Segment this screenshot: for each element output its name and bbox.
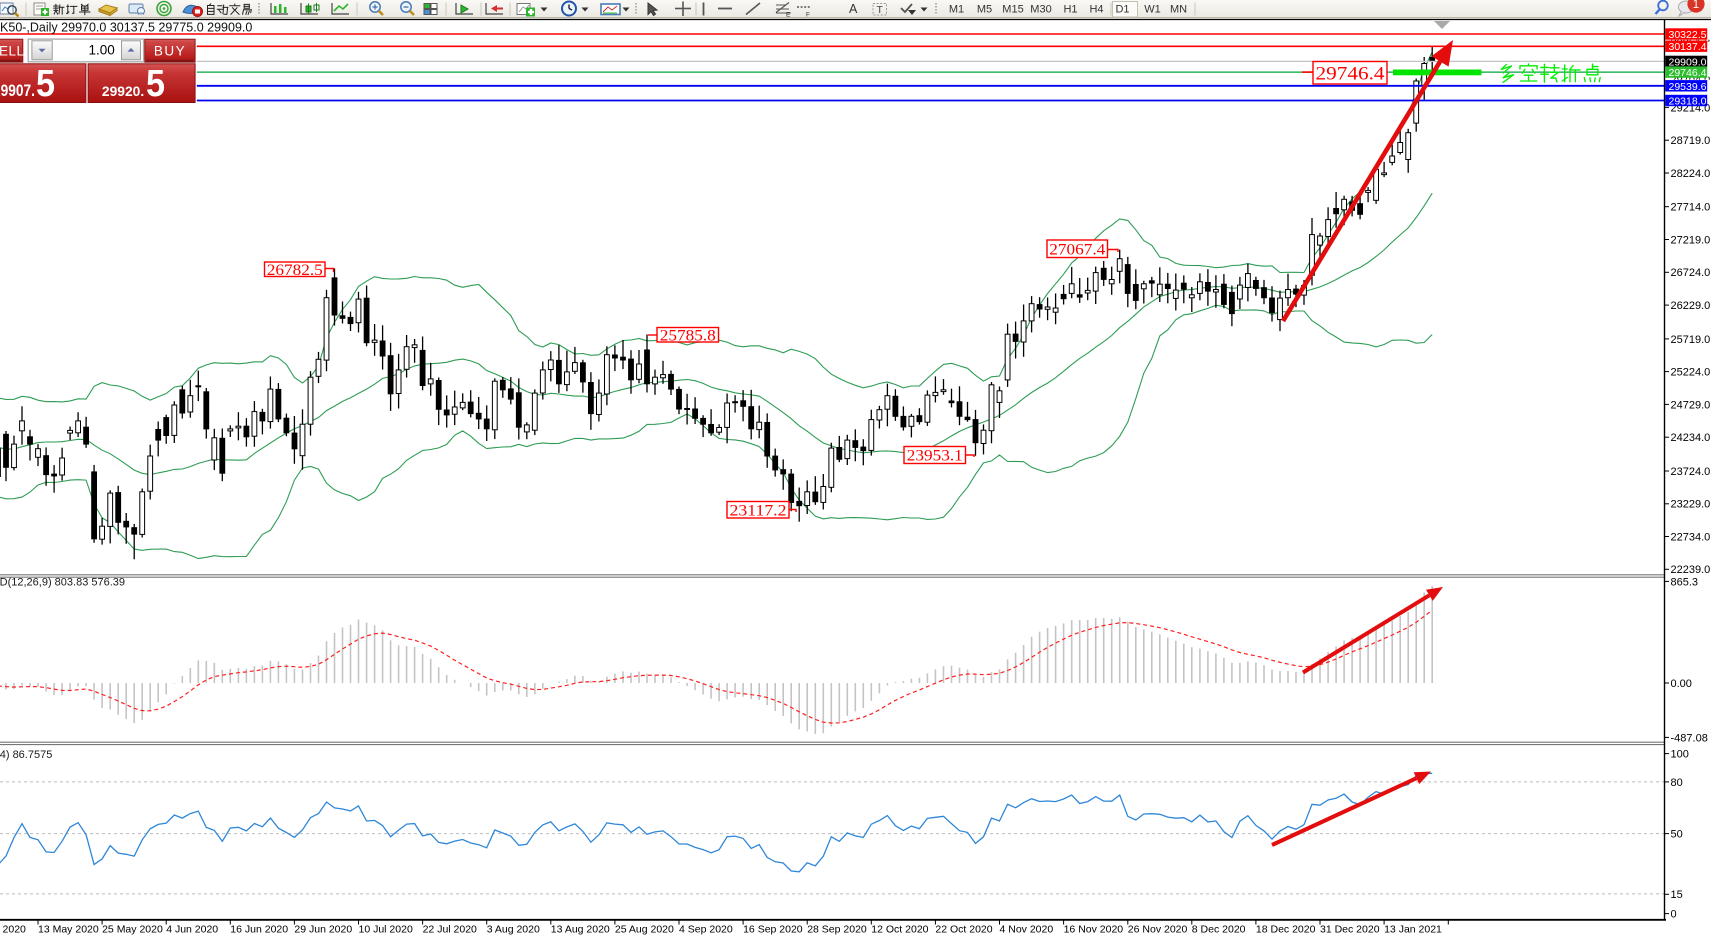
svg-text:31 Dec 2020: 31 Dec 2020 bbox=[1320, 924, 1380, 936]
svg-text:HK50-,Daily 29970.0 30137.5 2: HK50-,Daily 29970.0 30137.5 29775.0 2990… bbox=[0, 21, 252, 35]
svg-text:M15: M15 bbox=[1002, 4, 1023, 16]
svg-text:30322.5: 30322.5 bbox=[1669, 29, 1707, 41]
svg-text:5: 5 bbox=[36, 63, 55, 105]
svg-text:A: A bbox=[849, 2, 858, 16]
svg-text:18 Dec 2020: 18 Dec 2020 bbox=[1256, 924, 1316, 936]
svg-text:29746.4: 29746.4 bbox=[1669, 67, 1707, 79]
svg-text:28719.0: 28719.0 bbox=[1671, 135, 1711, 147]
svg-text:23229.0: 23229.0 bbox=[1671, 499, 1711, 511]
svg-text:23724.0: 23724.0 bbox=[1671, 466, 1711, 478]
svg-text:F: F bbox=[806, 12, 810, 19]
svg-text:80: 80 bbox=[1671, 777, 1683, 789]
svg-text:M1: M1 bbox=[949, 4, 964, 16]
svg-text:29539.6: 29539.6 bbox=[1669, 81, 1707, 93]
svg-text:16 Jun 2020: 16 Jun 2020 bbox=[230, 924, 288, 936]
svg-text:D1: D1 bbox=[1115, 4, 1129, 16]
svg-text:29746.4: 29746.4 bbox=[1316, 64, 1386, 85]
svg-text:16 Sep 2020: 16 Sep 2020 bbox=[743, 924, 803, 936]
svg-text:MACD(12,26,9) 803.83 576.39: MACD(12,26,9) 803.83 576.39 bbox=[0, 577, 125, 589]
svg-text:25785.8: 25785.8 bbox=[660, 327, 716, 344]
svg-text:MN: MN bbox=[1170, 4, 1187, 16]
svg-text:13 May 2020: 13 May 2020 bbox=[38, 924, 99, 936]
svg-text:M5: M5 bbox=[977, 4, 992, 16]
svg-text:W1: W1 bbox=[1144, 4, 1161, 16]
svg-text:4 Sep 2020: 4 Sep 2020 bbox=[679, 924, 733, 936]
svg-text:29907.: 29907. bbox=[0, 81, 35, 100]
svg-text:4 Nov 2020: 4 Nov 2020 bbox=[1000, 924, 1054, 936]
svg-text:26 Nov 2020: 26 Nov 2020 bbox=[1128, 924, 1188, 936]
svg-text:24234.0: 24234.0 bbox=[1671, 432, 1711, 444]
svg-text:1: 1 bbox=[1693, 0, 1699, 11]
svg-text:28 Sep 2020: 28 Sep 2020 bbox=[807, 924, 867, 936]
svg-text:T: T bbox=[877, 4, 884, 16]
svg-text:865.3: 865.3 bbox=[1671, 576, 1699, 588]
svg-text:25719.0: 25719.0 bbox=[1671, 334, 1711, 346]
svg-text:5: 5 bbox=[146, 63, 165, 105]
svg-text:27067.4: 27067.4 bbox=[1049, 241, 1105, 258]
svg-text:23117.2: 23117.2 bbox=[730, 502, 787, 519]
svg-text:26782.5: 26782.5 bbox=[267, 262, 323, 279]
svg-text:25224.0: 25224.0 bbox=[1671, 367, 1711, 379]
svg-text:29 Jun 2020: 29 Jun 2020 bbox=[294, 924, 352, 936]
svg-text:12 Oct 2020: 12 Oct 2020 bbox=[871, 924, 928, 936]
svg-text:28224.0: 28224.0 bbox=[1671, 168, 1711, 180]
svg-text:27714.0: 27714.0 bbox=[1671, 202, 1711, 214]
svg-text:27219.0: 27219.0 bbox=[1671, 234, 1711, 246]
svg-text:22 Jul 2020: 22 Jul 2020 bbox=[423, 924, 477, 936]
svg-text:25 May 2020: 25 May 2020 bbox=[102, 924, 163, 936]
svg-text:15: 15 bbox=[1671, 889, 1683, 901]
svg-text:4 Jun 2020: 4 Jun 2020 bbox=[166, 924, 218, 936]
svg-text:16 Nov 2020: 16 Nov 2020 bbox=[1064, 924, 1124, 936]
svg-text:100: 100 bbox=[1671, 749, 1689, 761]
svg-text:29920.: 29920. bbox=[102, 84, 144, 99]
svg-text:3 Aug 2020: 3 Aug 2020 bbox=[487, 924, 540, 936]
svg-text:H4: H4 bbox=[1089, 4, 1103, 16]
svg-text:50: 50 bbox=[1671, 829, 1683, 841]
svg-text:13 Aug 2020: 13 Aug 2020 bbox=[551, 924, 610, 936]
svg-text:22734.0: 22734.0 bbox=[1671, 531, 1711, 543]
svg-text:30137.4: 30137.4 bbox=[1669, 41, 1707, 53]
svg-text:24729.0: 24729.0 bbox=[1671, 399, 1711, 411]
svg-text:8 Dec 2020: 8 Dec 2020 bbox=[1192, 924, 1246, 936]
svg-text:22239.0: 22239.0 bbox=[1671, 564, 1711, 576]
svg-text:RSI(14) 86.7575: RSI(14) 86.7575 bbox=[0, 749, 52, 761]
svg-text:H1: H1 bbox=[1063, 4, 1077, 16]
svg-text:26229.0: 26229.0 bbox=[1671, 300, 1711, 312]
svg-text:M30: M30 bbox=[1030, 4, 1051, 16]
svg-text:E: E bbox=[786, 12, 791, 19]
svg-text:1 May 2020: 1 May 2020 bbox=[0, 924, 26, 936]
svg-text:13 Jan 2021: 13 Jan 2021 bbox=[1384, 924, 1442, 936]
svg-text:-487.08: -487.08 bbox=[1671, 732, 1708, 744]
svg-text:25 Aug 2020: 25 Aug 2020 bbox=[615, 924, 674, 936]
svg-text:29318.0: 29318.0 bbox=[1669, 96, 1707, 108]
svg-text:23953.1: 23953.1 bbox=[907, 448, 963, 465]
svg-text:BUY: BUY bbox=[154, 43, 186, 58]
svg-text:26724.0: 26724.0 bbox=[1671, 267, 1711, 279]
svg-text:22 Oct 2020: 22 Oct 2020 bbox=[935, 924, 992, 936]
svg-text:10 Jul 2020: 10 Jul 2020 bbox=[359, 924, 413, 936]
svg-text:SELL: SELL bbox=[0, 43, 25, 58]
svg-text:0.00: 0.00 bbox=[1671, 678, 1692, 690]
svg-text:1.00: 1.00 bbox=[89, 43, 115, 58]
svg-text:0: 0 bbox=[1671, 909, 1677, 921]
